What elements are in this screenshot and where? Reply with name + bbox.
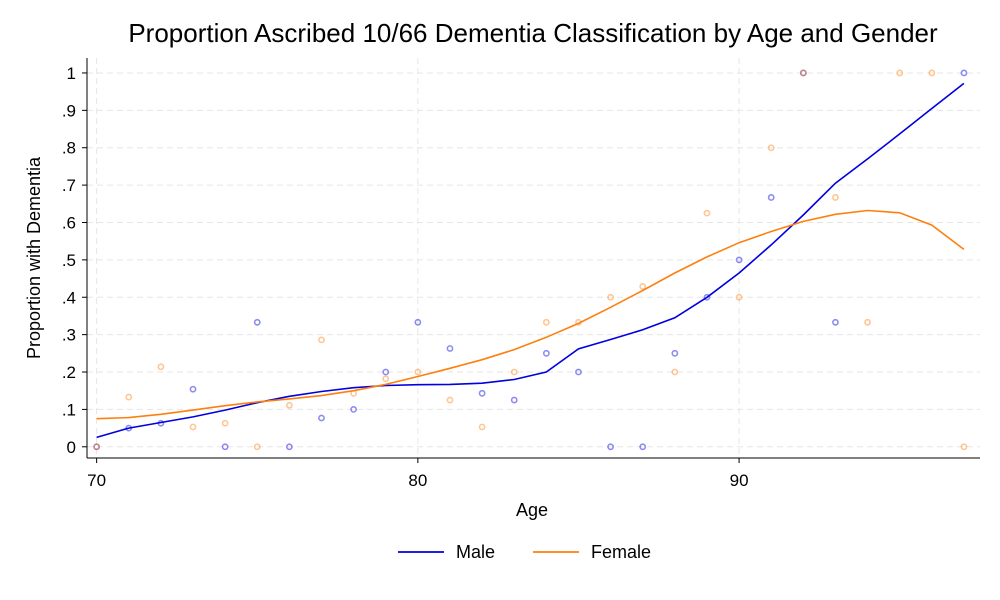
male-data-point [703, 293, 711, 301]
y-tick-label: .7 [62, 176, 76, 195]
smooth-lines [96, 82, 965, 439]
y-tick-label: .3 [62, 326, 76, 345]
male-data-point [510, 396, 518, 404]
axes [86, 58, 980, 459]
male-data-point [767, 194, 775, 201]
y-tick-label: .6 [62, 213, 76, 232]
male-data-point [318, 414, 325, 422]
x-axis-label: Age [516, 500, 548, 520]
female-data-point [735, 293, 743, 301]
y-tick-label: .2 [62, 363, 76, 382]
female-data-point [189, 423, 197, 431]
female-data-point [542, 318, 550, 326]
male-data-point [575, 368, 582, 376]
y-tick-label: .4 [62, 288, 76, 307]
male-data-point [414, 318, 422, 326]
female-data-point [382, 375, 390, 383]
female-data-point [832, 194, 839, 201]
male-data-point [221, 443, 229, 451]
female-data-point [960, 443, 968, 451]
y-tick-label: .5 [62, 251, 76, 270]
male-data-point [960, 69, 968, 77]
male-data-point [446, 345, 454, 352]
y-tick-label: .1 [62, 400, 76, 419]
male-data-point [735, 256, 743, 264]
female-data-point [446, 396, 454, 404]
female-data-point [285, 401, 293, 409]
legend-female-label: Female [591, 542, 651, 562]
female-data-point [125, 393, 133, 401]
female-data-point [639, 283, 647, 290]
female-data-point [928, 69, 936, 77]
male-data-point [639, 443, 647, 451]
female-fit-line [96, 209, 965, 420]
female-data-point [896, 69, 904, 77]
male-data-point [542, 349, 550, 357]
male-data-point [671, 349, 679, 357]
y-tick-label: 0 [67, 438, 76, 457]
y-axis-label: Proportion with Dementia [24, 156, 44, 359]
scatter-points [93, 69, 968, 451]
x-axis-ticks: 70 80 90 [87, 458, 749, 490]
y-axis-ticks: 0 .1 .2 .3 .4 .5 .6 .7 .8 .9 1 [62, 64, 87, 457]
female-data-point [478, 423, 486, 431]
legend-male-label: Male [456, 542, 495, 562]
female-data-point [157, 363, 165, 371]
male-data-point [93, 443, 101, 451]
female-data-point [414, 368, 422, 376]
female-data-point [767, 144, 775, 152]
male-data-point [189, 385, 197, 393]
x-tick-label: 80 [408, 471, 427, 490]
female-data-point [510, 368, 518, 376]
male-data-point [253, 318, 261, 326]
male-data-point [382, 368, 390, 376]
male-data-point [799, 69, 807, 77]
female-data-point [864, 318, 871, 326]
male-data-point [350, 406, 358, 413]
female-data-point [93, 443, 101, 451]
male-fit-line [96, 82, 965, 439]
y-tick-label: 1 [67, 64, 76, 83]
grid-lines [87, 58, 980, 458]
female-data-point [607, 293, 614, 301]
female-data-point [221, 419, 229, 427]
legend: Male Female [398, 542, 651, 562]
female-data-point [799, 69, 807, 77]
chart-title: Proportion Ascribed 10/66 Dementia Class… [128, 18, 938, 48]
x-tick-label: 90 [730, 471, 749, 490]
x-tick-label: 70 [87, 471, 106, 490]
y-tick-label: .9 [62, 101, 76, 120]
female-data-point [671, 368, 679, 376]
male-data-point [478, 389, 486, 397]
y-tick-label: .8 [62, 139, 76, 158]
female-data-point [703, 209, 711, 217]
female-data-point [253, 443, 261, 451]
female-data-point [318, 336, 325, 344]
male-data-point [832, 318, 839, 326]
male-data-point [607, 443, 614, 451]
male-data-point [285, 443, 293, 451]
